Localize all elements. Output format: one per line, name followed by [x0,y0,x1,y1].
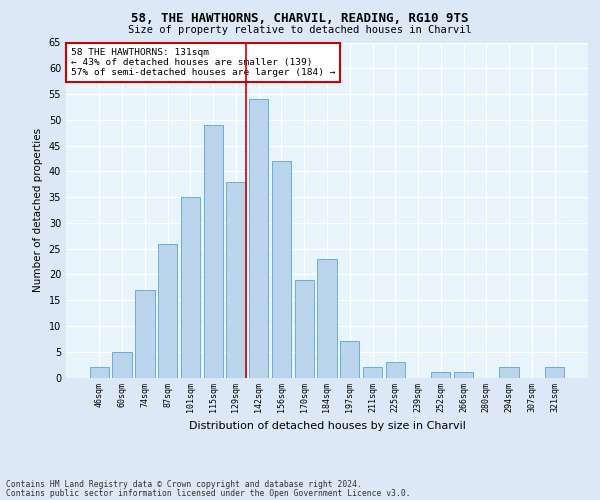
Bar [386,362,405,378]
Bar [340,342,359,378]
Bar [181,197,200,378]
X-axis label: Distribution of detached houses by size in Charvil: Distribution of detached houses by size … [188,420,466,430]
Bar [249,99,268,377]
Bar [317,259,337,378]
Bar [499,367,519,378]
Text: 58 THE HAWTHORNS: 131sqm
← 43% of detached houses are smaller (139)
57% of semi-: 58 THE HAWTHORNS: 131sqm ← 43% of detach… [71,48,336,78]
Text: 58, THE HAWTHORNS, CHARVIL, READING, RG10 9TS: 58, THE HAWTHORNS, CHARVIL, READING, RG1… [131,12,469,26]
Bar [226,182,245,378]
Bar [545,367,564,378]
Bar [203,125,223,378]
Bar [431,372,451,378]
Bar [135,290,155,378]
Bar [272,161,291,378]
Bar [158,244,178,378]
Bar [90,367,109,378]
Bar [295,280,314,378]
Text: Contains public sector information licensed under the Open Government Licence v3: Contains public sector information licen… [6,488,410,498]
Text: Size of property relative to detached houses in Charvil: Size of property relative to detached ho… [128,25,472,35]
Bar [112,352,132,378]
Bar [454,372,473,378]
Y-axis label: Number of detached properties: Number of detached properties [33,128,43,292]
Bar [363,367,382,378]
Text: Contains HM Land Registry data © Crown copyright and database right 2024.: Contains HM Land Registry data © Crown c… [6,480,362,489]
